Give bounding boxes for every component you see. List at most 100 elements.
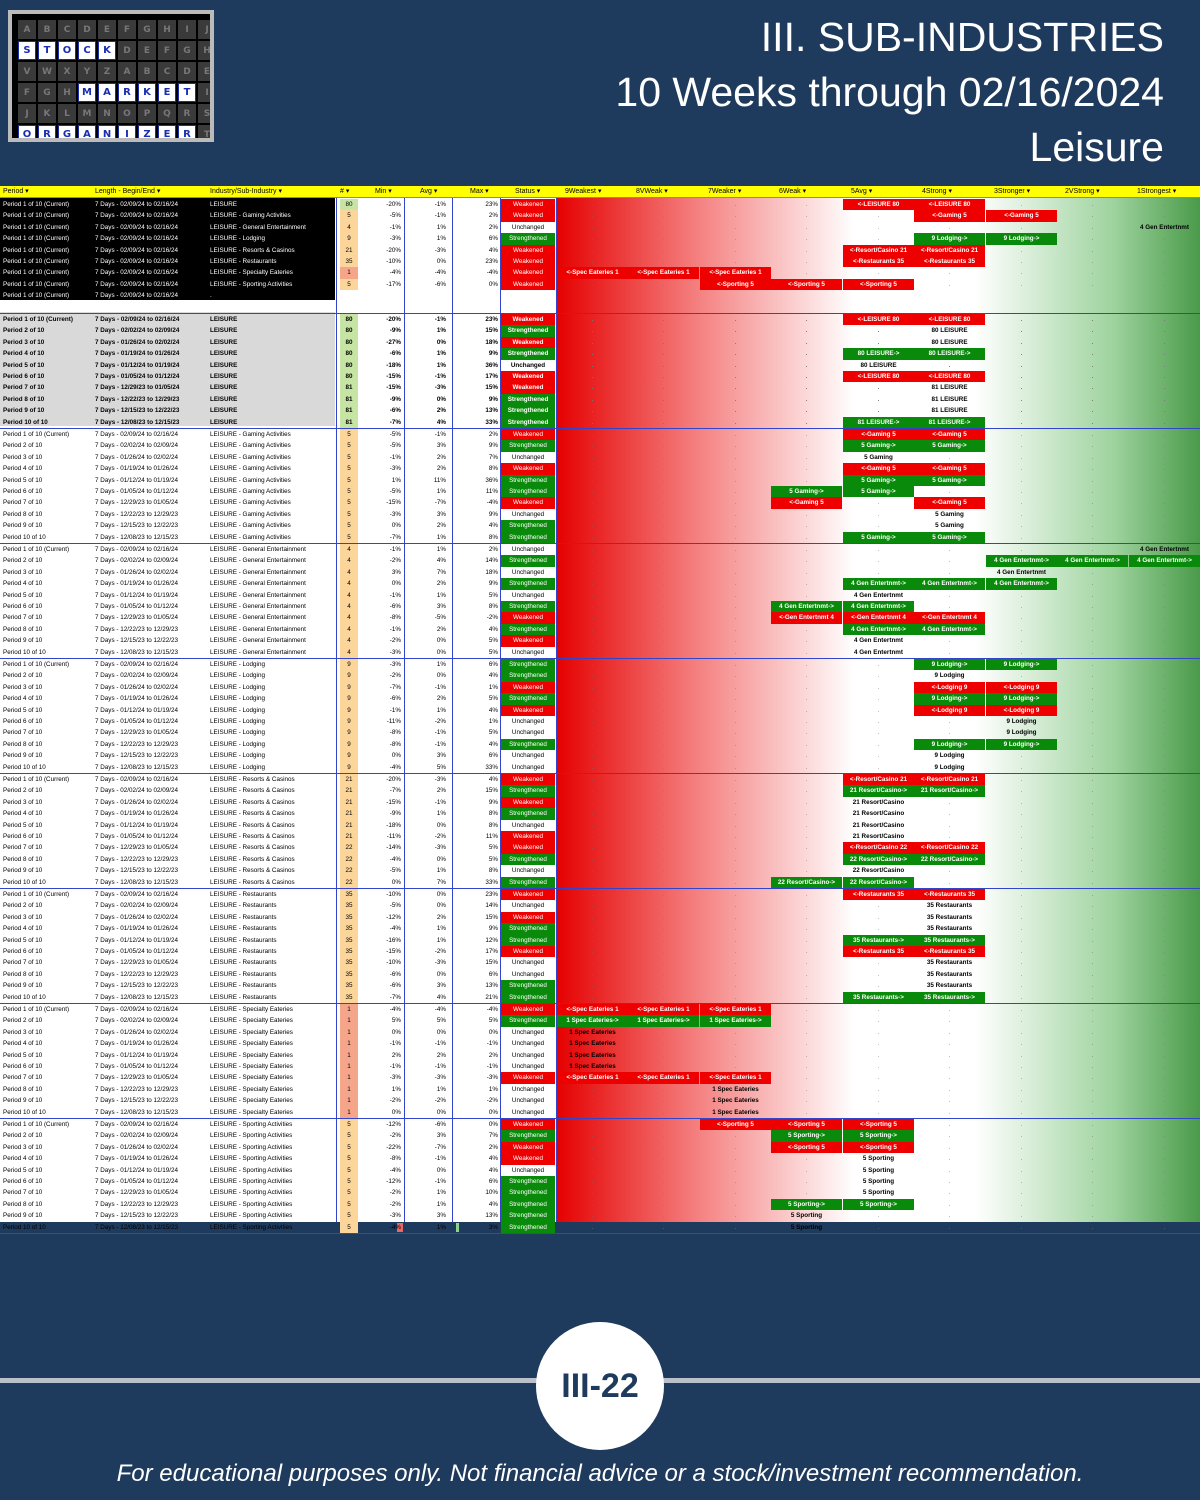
industry-cell: LEISURE - Sporting Activities (210, 1189, 293, 1197)
empty-strength-cell: . (877, 1017, 880, 1025)
column-header[interactable]: Avg ▾ (420, 188, 438, 195)
empty-strength-cell: . (1020, 1155, 1023, 1163)
industry-cell: LEISURE - Resorts & Casinos (210, 867, 295, 875)
max-cell: 13% (456, 980, 500, 991)
industry-cell: LEISURE - General Entertainment (210, 637, 306, 645)
empty-strength-cell: . (591, 787, 594, 795)
strength-label: 9 Lodging-> (986, 233, 1057, 245)
logo-letter: T (38, 41, 56, 60)
empty-strength-cell: . (591, 855, 594, 863)
empty-strength-cell: . (1020, 1200, 1023, 1208)
column-header[interactable]: # ▾ (340, 188, 350, 195)
empty-strength-cell: . (1163, 591, 1166, 599)
max-cell: 15% (456, 912, 500, 923)
avg-cell: -3% (434, 246, 446, 254)
length-cell: 7 Days - 12/29/23 to 01/05/24 (95, 844, 178, 852)
empty-strength-cell: . (662, 878, 665, 886)
min-bar (392, 532, 403, 542)
empty-strength-cell: . (1020, 625, 1023, 633)
empty-strength-cell: . (1163, 683, 1166, 691)
length-cell: 7 Days - 02/09/24 to 02/16/24 (95, 258, 178, 265)
column-header[interactable]: 9Weakest ▾ (565, 188, 602, 195)
status-cell: Unchanged (511, 453, 545, 461)
column-header[interactable]: 2VStrong ▾ (1065, 188, 1100, 195)
empty-strength-cell: . (662, 752, 665, 760)
industry-cell: LEISURE - Specialty Eateries (210, 1063, 293, 1070)
min-cell: -10% (386, 958, 403, 968)
empty-strength-cell: . (734, 316, 737, 323)
empty-strength-cell: . (805, 993, 808, 1001)
logo-letter: G (38, 83, 56, 102)
strength-label: 35 Restaurants-> (914, 934, 985, 946)
strength-label: 5 Sporting (862, 1155, 895, 1163)
status-cell: Unchanged (511, 1040, 545, 1048)
max-cell: 2% (456, 222, 500, 233)
max-bar (456, 1165, 461, 1175)
count-cell: 9 (340, 693, 358, 705)
empty-strength-cell: . (805, 522, 808, 530)
length-cell: 7 Days - 01/19/24 to 01/26/24 (95, 1040, 178, 1048)
empty-strength-cell: . (591, 672, 594, 680)
length-cell: 7 Days - 02/02/24 to 02/09/24 (95, 902, 178, 910)
column-header[interactable]: 7Weaker ▾ (708, 188, 742, 195)
column-header[interactable]: Min ▾ (375, 188, 392, 195)
column-header[interactable]: Length - Begin/End ▾ (95, 188, 161, 195)
max-cell: 2% (456, 1050, 500, 1061)
column-header[interactable]: 5Avg ▾ (851, 188, 873, 195)
strength-label: <-LEISURE 80 (843, 199, 914, 211)
status-cell: Strengthened (501, 876, 555, 888)
max-bar (456, 1177, 463, 1186)
empty-strength-cell: . (948, 1212, 951, 1220)
empty-strength-cell: . (1091, 625, 1094, 633)
empty-strength-cell: . (877, 752, 880, 760)
column-divider (500, 198, 501, 1222)
avg-cell: 0% (436, 891, 446, 898)
empty-strength-cell: . (877, 1051, 880, 1059)
empty-strength-cell: . (1091, 1097, 1094, 1105)
status-cell: Strengthened (501, 531, 555, 543)
empty-strength-cell: . (1020, 855, 1023, 863)
empty-strength-cell: . (591, 648, 594, 656)
column-header[interactable]: 3Stronger ▾ (994, 188, 1031, 195)
period-cell: Period 2 of 10 (3, 672, 43, 680)
empty-strength-cell: . (1020, 591, 1023, 599)
industry-cell: LEISURE - General Entertainment (210, 223, 306, 231)
min-bar (397, 1222, 403, 1232)
column-header[interactable]: Period ▾ (3, 188, 29, 195)
avg-cell: 1% (436, 235, 446, 243)
column-header[interactable]: Max ▾ (470, 188, 489, 195)
empty-strength-cell: . (1091, 1040, 1094, 1048)
empty-strength-cell: . (734, 959, 737, 967)
strength-label: 9 Lodging-> (986, 738, 1057, 751)
status-cell: Strengthened (501, 555, 555, 567)
industry-cell: LEISURE - Sporting Activities (210, 1121, 293, 1128)
column-header[interactable]: 1Strongest ▾ (1137, 188, 1177, 195)
column-header[interactable]: 6Weak ▾ (779, 188, 807, 195)
empty-strength-cell: . (1163, 614, 1166, 622)
period-cell: Period 6 of 10 (3, 1178, 43, 1185)
min-cell: -15% (358, 946, 403, 957)
column-header[interactable]: 4Strong ▾ (922, 188, 952, 195)
empty-strength-cell: . (734, 246, 737, 254)
empty-strength-cell: . (734, 787, 737, 795)
min-bar (397, 924, 403, 934)
empty-strength-cell: . (1020, 223, 1023, 231)
max-bar (456, 532, 465, 542)
table-row: Period 1 of 10 (Current) 7 Days - 02/09/2… (0, 233, 1200, 245)
max-cell: 4% (456, 739, 500, 750)
logo-letter: K (38, 104, 56, 123)
empty-strength-cell: . (1091, 1121, 1094, 1128)
strength-label: 9 Lodging-> (914, 738, 985, 751)
strength-label: <-Spec Eateries 1 (628, 267, 699, 279)
industry-cell: LEISURE - Sporting Activities (210, 1166, 293, 1174)
column-header[interactable]: Status ▾ (515, 188, 541, 195)
max-cell: 2% (456, 1142, 500, 1153)
min-bar (380, 797, 403, 807)
strength-label: 22 Resort/Casino-> (843, 853, 914, 866)
industry-cell: LEISURE - Sporting Activities (210, 1143, 293, 1151)
strength-label: 81 LEISURE-> (843, 416, 914, 428)
empty-strength-cell: . (662, 936, 665, 944)
column-header[interactable]: Industry/Sub-Industry ▾ (210, 188, 282, 195)
empty-strength-cell: . (662, 476, 665, 484)
column-header[interactable]: 8VWeak ▾ (636, 188, 668, 195)
